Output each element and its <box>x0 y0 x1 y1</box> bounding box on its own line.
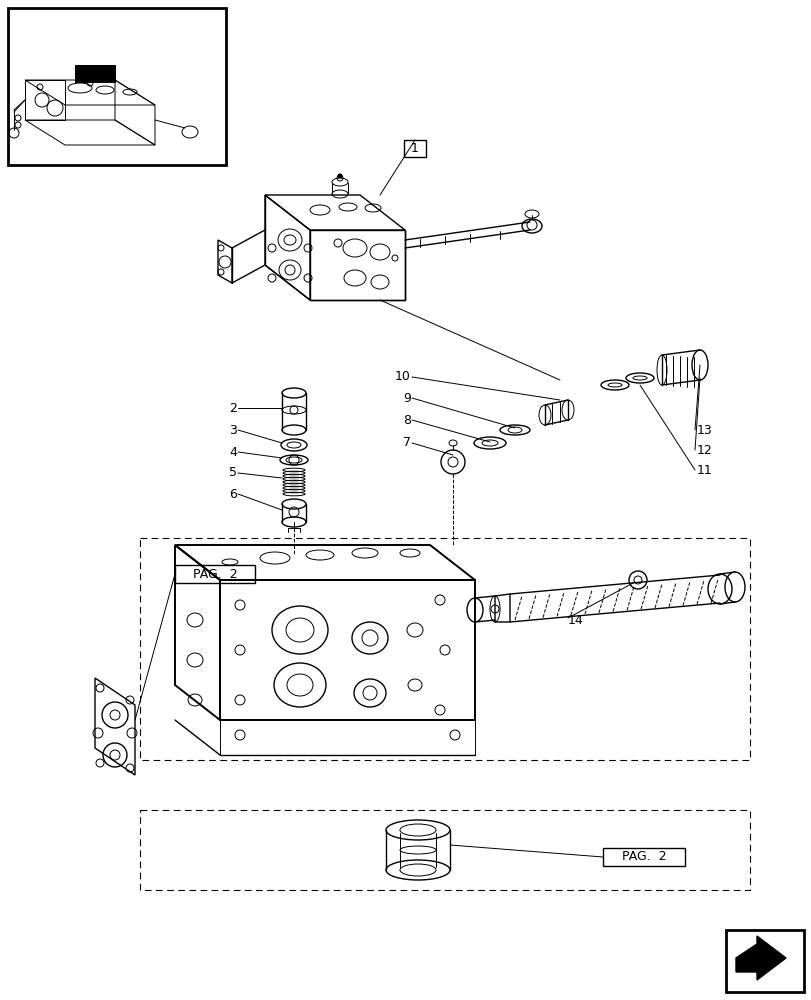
Text: PAG.  2: PAG. 2 <box>621 850 666 863</box>
Bar <box>603 848 684 866</box>
Circle shape <box>337 174 341 178</box>
Text: 14: 14 <box>568 613 583 626</box>
Text: 2: 2 <box>229 401 237 414</box>
Text: 11: 11 <box>696 464 712 477</box>
Text: 9: 9 <box>402 391 410 404</box>
Bar <box>404 140 426 157</box>
Text: 7: 7 <box>402 436 410 450</box>
Bar <box>8 8 225 165</box>
Text: 5: 5 <box>229 466 237 480</box>
Text: 1: 1 <box>410 142 418 155</box>
Text: 4: 4 <box>229 446 237 458</box>
Text: 6: 6 <box>229 488 237 500</box>
Bar <box>725 930 803 992</box>
Text: 3: 3 <box>229 424 237 436</box>
Text: 12: 12 <box>696 444 712 456</box>
Text: 10: 10 <box>395 370 410 383</box>
Text: PAG.  2: PAG. 2 <box>192 568 237 580</box>
Bar <box>175 565 255 583</box>
Polygon shape <box>735 936 785 980</box>
Polygon shape <box>75 65 115 82</box>
Text: 8: 8 <box>402 414 410 426</box>
Text: 13: 13 <box>696 424 712 436</box>
